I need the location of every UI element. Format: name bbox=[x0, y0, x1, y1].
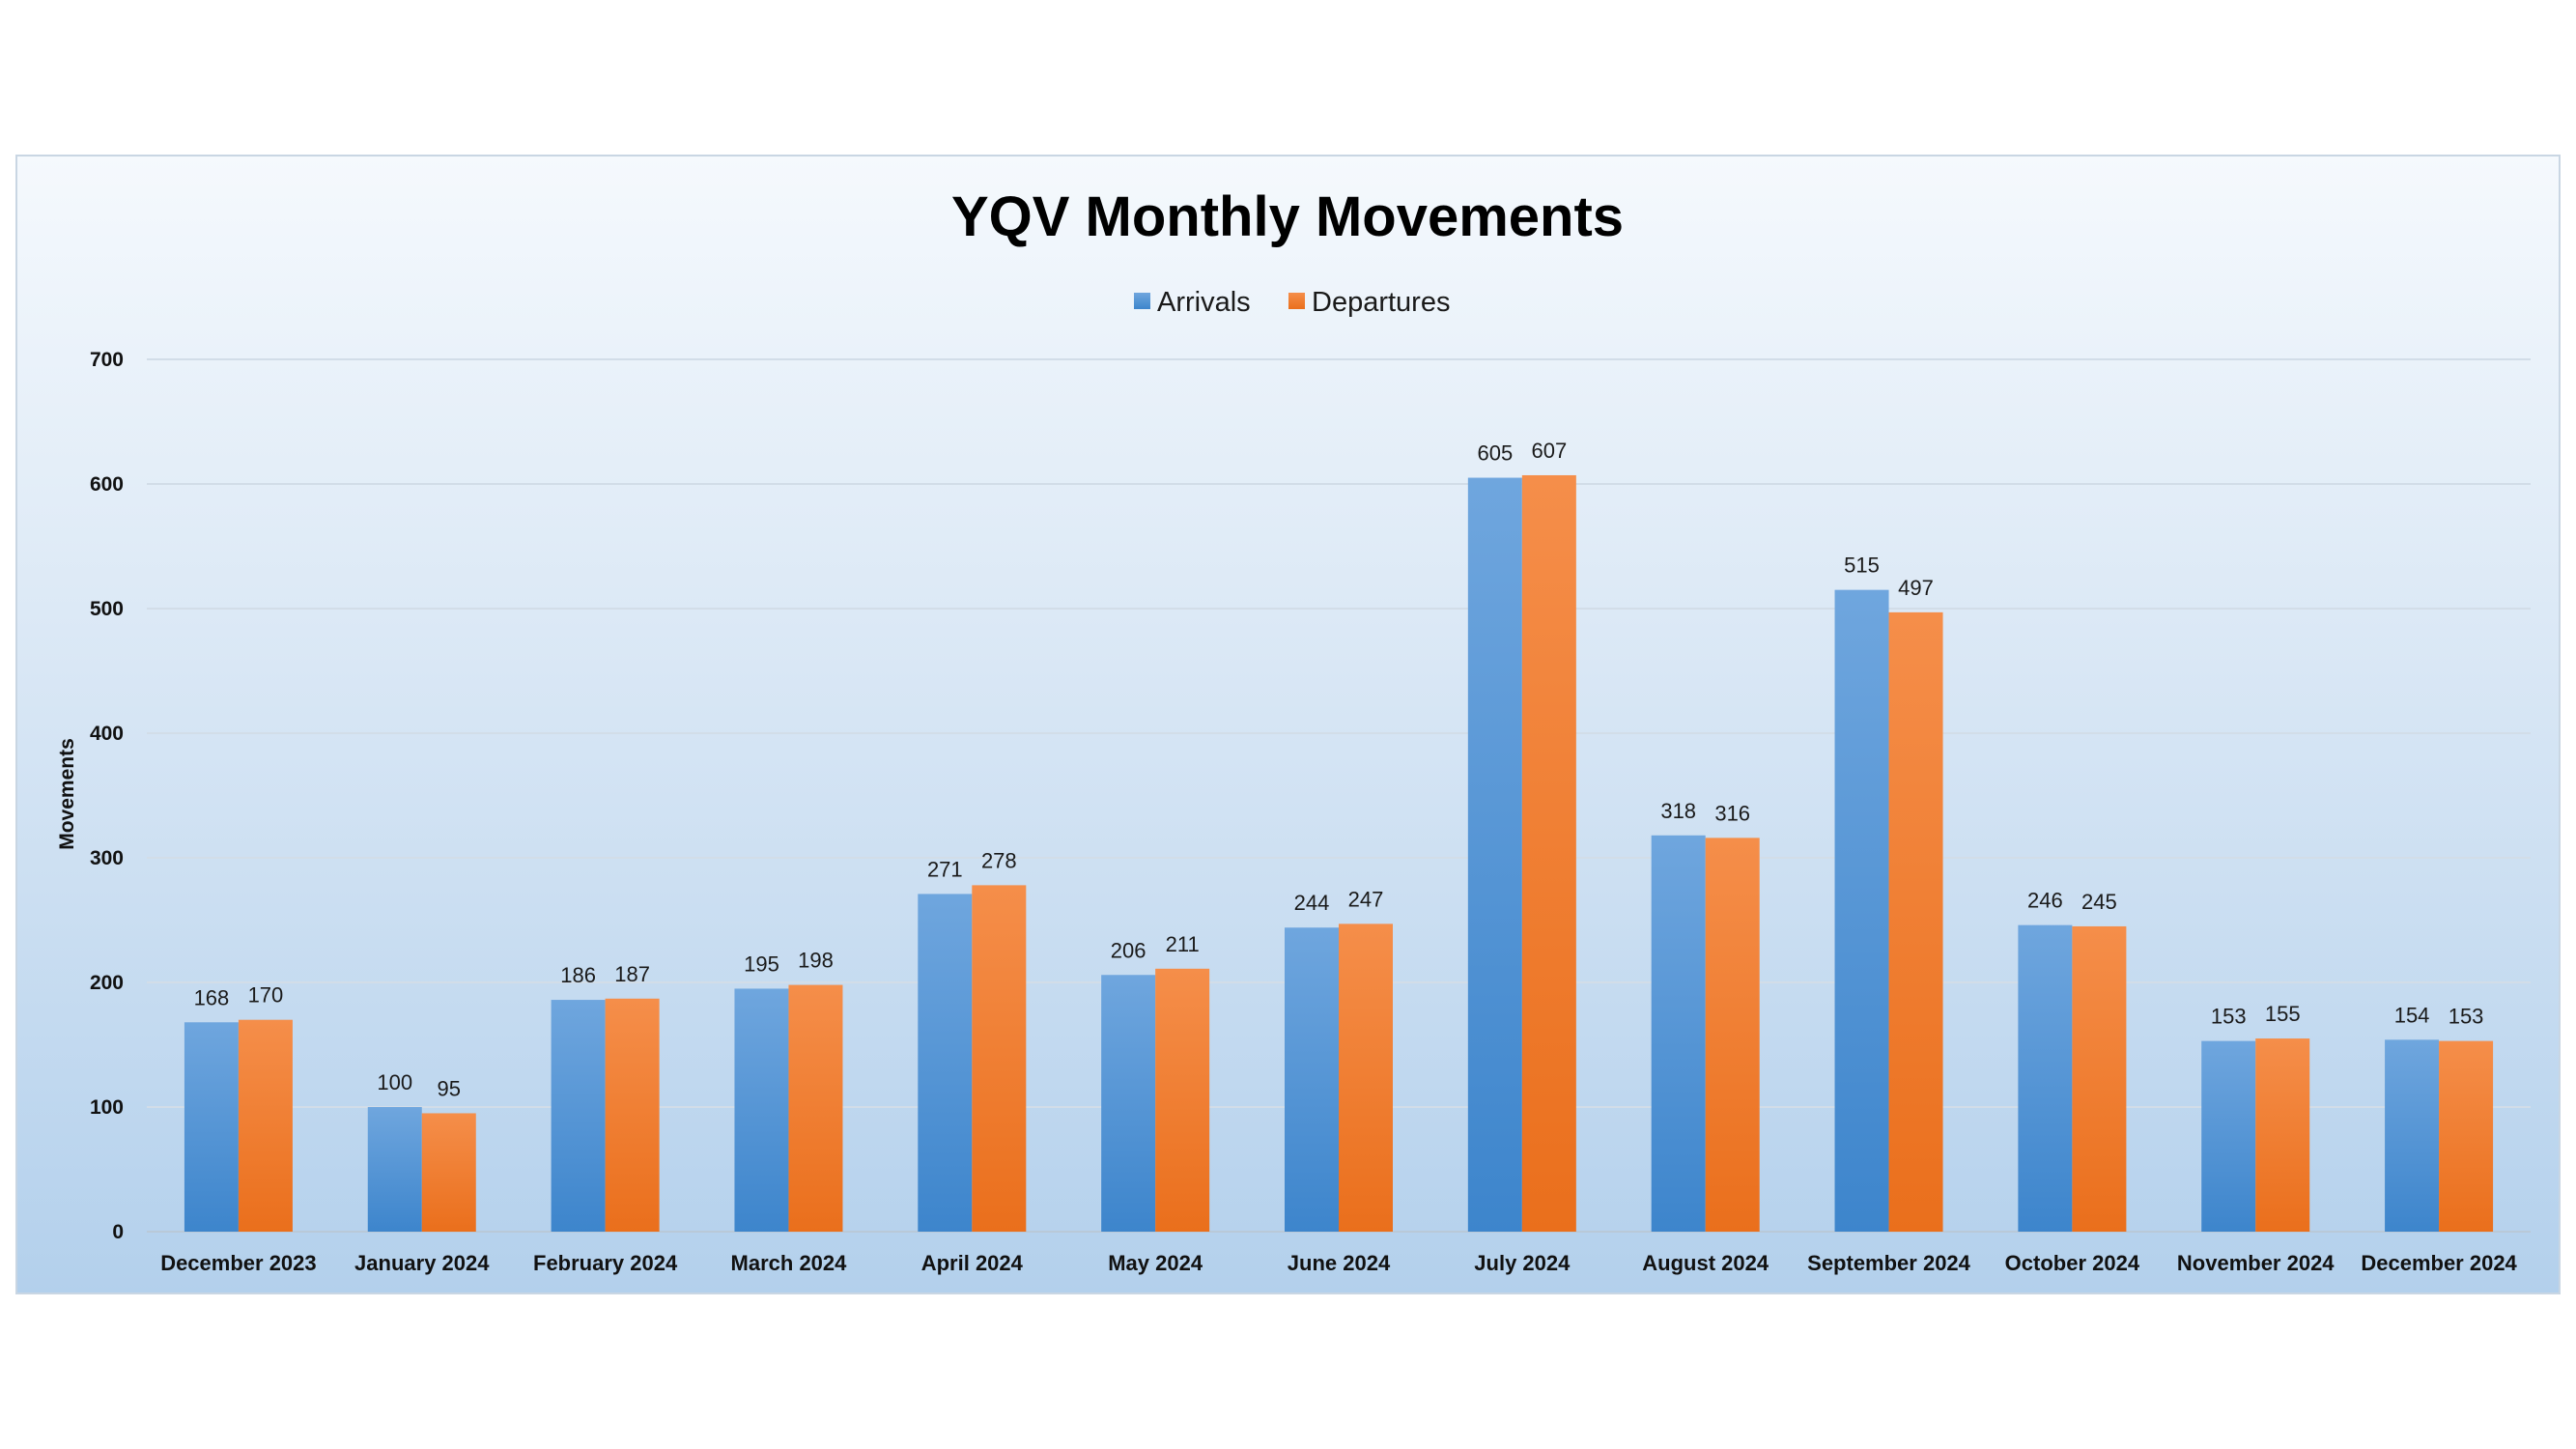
bar-arrivals bbox=[1285, 927, 1339, 1232]
data-label: 170 bbox=[248, 983, 284, 1008]
data-label: 316 bbox=[1714, 801, 1750, 825]
legend-label-departures: Departures bbox=[1312, 287, 1450, 318]
bar-departures bbox=[1705, 838, 1760, 1232]
data-label: 605 bbox=[1477, 441, 1513, 466]
y-tick-label: 400 bbox=[90, 723, 124, 745]
legend-swatch-departures bbox=[1288, 293, 1305, 309]
data-label: 198 bbox=[798, 949, 834, 973]
data-label: 247 bbox=[1348, 887, 1384, 911]
bar-departures bbox=[605, 998, 660, 1232]
bar-arrivals bbox=[1651, 835, 1706, 1232]
x-tick-label: July 2024 bbox=[1474, 1251, 1571, 1275]
bar-arrivals bbox=[184, 1022, 239, 1232]
data-label: 278 bbox=[981, 848, 1017, 872]
bar-arrivals bbox=[367, 1107, 422, 1232]
bar-departures bbox=[972, 885, 1027, 1232]
bar-arrivals bbox=[918, 894, 973, 1232]
y-axis-ticks: 0 100 200 300 400 500 600 700 bbox=[90, 349, 124, 1243]
y-tick-label: 500 bbox=[90, 598, 124, 620]
bar-departures bbox=[2072, 925, 2127, 1232]
data-label: 244 bbox=[1294, 891, 1330, 915]
bar-departures bbox=[2255, 1038, 2310, 1232]
x-tick-label: October 2024 bbox=[2005, 1251, 2140, 1275]
bar-departures bbox=[788, 984, 843, 1232]
x-tick-label: December 2023 bbox=[160, 1251, 316, 1275]
bar-departures bbox=[2439, 1040, 2494, 1232]
value-labels: 168 170 100 95 186 187 195 198 271 278 206 211 244 24… bbox=[194, 439, 2484, 1100]
bar-departures bbox=[1339, 923, 1393, 1232]
x-tick-label: June 2024 bbox=[1288, 1251, 1391, 1275]
data-label: 271 bbox=[927, 857, 963, 881]
x-tick-label: January 2024 bbox=[354, 1251, 490, 1275]
data-label: 206 bbox=[1111, 938, 1146, 962]
data-label: 153 bbox=[2449, 1005, 2484, 1029]
data-label: 245 bbox=[2081, 890, 2117, 914]
bar-arrivals bbox=[1834, 589, 1889, 1232]
data-label: 100 bbox=[377, 1070, 412, 1094]
y-tick-label: 200 bbox=[90, 972, 124, 994]
x-tick-label: November 2024 bbox=[2177, 1251, 2335, 1275]
legend-swatch-arrivals bbox=[1134, 293, 1150, 309]
bar-arrivals bbox=[1467, 477, 1522, 1232]
data-label: 318 bbox=[1660, 799, 1696, 823]
data-label: 168 bbox=[194, 985, 230, 1009]
x-tick-label: February 2024 bbox=[533, 1251, 678, 1275]
bar-departures bbox=[421, 1113, 476, 1232]
x-axis-category-labels: December 2023 January 2024 February 2024 Ma… bbox=[160, 1251, 2517, 1275]
x-tick-label: March 2024 bbox=[731, 1251, 848, 1275]
data-label: 154 bbox=[2394, 1003, 2430, 1027]
bar-departures bbox=[1521, 474, 1576, 1233]
data-label: 497 bbox=[1898, 576, 1934, 600]
data-label: 211 bbox=[1166, 932, 1200, 956]
bar-arrivals bbox=[2018, 924, 2073, 1232]
legend-label-arrivals: Arrivals bbox=[1157, 287, 1251, 318]
x-tick-label: May 2024 bbox=[1108, 1251, 1203, 1275]
bar-departures bbox=[238, 1019, 293, 1232]
bar-arrivals bbox=[2385, 1039, 2440, 1232]
x-tick-label: September 2024 bbox=[1807, 1251, 1971, 1275]
bar-departures bbox=[1888, 611, 1943, 1232]
x-tick-label: December 2024 bbox=[2361, 1251, 2517, 1275]
data-label: 187 bbox=[614, 962, 650, 986]
legend: Arrivals Departures bbox=[1134, 287, 1450, 318]
data-label: 246 bbox=[2027, 889, 2063, 913]
data-label: 155 bbox=[2265, 1002, 2301, 1026]
bar-arrivals bbox=[551, 1000, 606, 1232]
data-label: 153 bbox=[2211, 1005, 2247, 1029]
bar-departures bbox=[1155, 968, 1210, 1232]
y-tick-label: 600 bbox=[90, 473, 124, 496]
bars bbox=[184, 474, 2494, 1233]
chart-title: YQV Monthly Movements bbox=[951, 185, 1624, 248]
y-tick-label: 100 bbox=[90, 1096, 124, 1119]
data-label: 186 bbox=[560, 963, 596, 987]
y-tick-label: 0 bbox=[112, 1221, 124, 1243]
y-tick-label: 700 bbox=[90, 349, 124, 371]
data-label: 607 bbox=[1531, 439, 1567, 463]
bar-arrivals bbox=[734, 988, 789, 1232]
x-tick-label: August 2024 bbox=[1642, 1251, 1769, 1275]
data-label: 195 bbox=[744, 952, 779, 976]
y-tick-label: 300 bbox=[90, 847, 124, 869]
data-label: 515 bbox=[1844, 554, 1880, 578]
bar-arrivals bbox=[1101, 975, 1156, 1232]
bar-arrivals bbox=[2201, 1040, 2256, 1232]
x-tick-label: April 2024 bbox=[921, 1251, 1024, 1275]
data-label: 95 bbox=[438, 1076, 461, 1100]
y-axis-label: Movements bbox=[56, 738, 78, 850]
